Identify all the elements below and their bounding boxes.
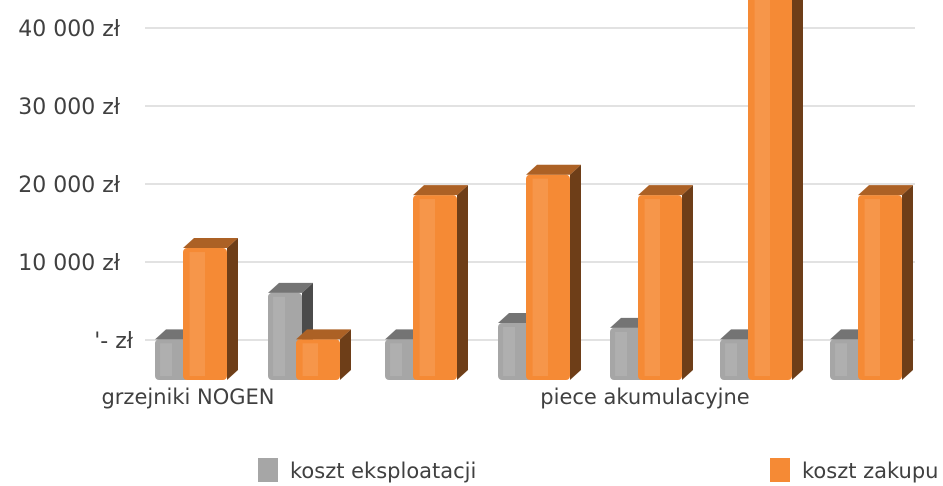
bar-koszt-zakupu-1 (183, 238, 238, 380)
y-tick-label: 30 000 zł (18, 95, 121, 120)
y-axis-ticks: '- zł 10 000 zł 20 000 zł 30 000 zł 40 000 z… (18, 17, 134, 354)
category-label: grzejniki NOGEN (101, 385, 274, 409)
bar-koszt-zakupu-5 (638, 185, 693, 380)
legend-label: koszt eksploatacji (290, 459, 476, 483)
bar-koszt-zakupu-6 (748, 0, 803, 380)
bar-koszt-zakupu-4 (526, 164, 581, 380)
bar-koszt-zakupu-2 (296, 329, 351, 380)
legend-swatch (770, 458, 790, 482)
y-tick-label: 40 000 zł (18, 17, 121, 42)
legend: koszt eksploatacji koszt zakupu (258, 458, 939, 483)
category-label: piece akumulacyjne (540, 385, 749, 409)
y-tick-label: 10 000 zł (18, 251, 121, 276)
legend-swatch (258, 458, 278, 482)
category-labels: grzejniki NOGEN piece akumulacyjne (101, 385, 749, 409)
bars (155, 0, 913, 380)
y-tick-label: 20 000 zł (18, 173, 121, 198)
legend-label: koszt zakupu (802, 459, 939, 483)
y-tick-label: '- zł (94, 329, 134, 354)
bar-koszt-zakupu-7 (858, 185, 913, 380)
bar-koszt-zakupu-3 (413, 185, 468, 380)
